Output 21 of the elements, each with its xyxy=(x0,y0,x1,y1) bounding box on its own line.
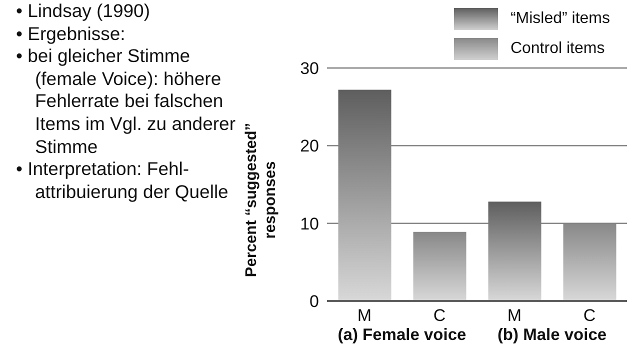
bar xyxy=(488,202,542,301)
text: (b) Male voice xyxy=(497,326,607,344)
bar xyxy=(413,232,466,301)
text: • Interpretation: Fehl-attribuierung der Quelle xyxy=(16,158,228,202)
text: (a) Female voice xyxy=(336,326,468,345)
text: • Ergebnisse: xyxy=(16,22,126,46)
bar xyxy=(563,223,616,301)
bar xyxy=(338,90,392,301)
x-tick-label: M xyxy=(357,306,372,326)
y-tick-label: 10 xyxy=(300,214,319,234)
x-tick-label: M xyxy=(507,306,522,326)
x-tick-label: C xyxy=(583,306,596,326)
y-axis-title: Percent “suggested” responses xyxy=(242,122,280,280)
legend-label: Control items xyxy=(510,40,605,58)
y-tick-label: 0 xyxy=(310,292,319,312)
x-tick-label: C xyxy=(433,306,446,326)
text: • Lindsay (1990) xyxy=(16,0,151,23)
y-tick-label: 30 xyxy=(300,59,319,78)
y-tick-label: 20 xyxy=(300,136,319,156)
legend-label: “Misled” items xyxy=(510,10,610,28)
text: • bei gleicher Stimme (female Voice): höhere Fehlerrate bei falschen Items im Vgl. zu anderer Stimme xyxy=(16,45,236,157)
